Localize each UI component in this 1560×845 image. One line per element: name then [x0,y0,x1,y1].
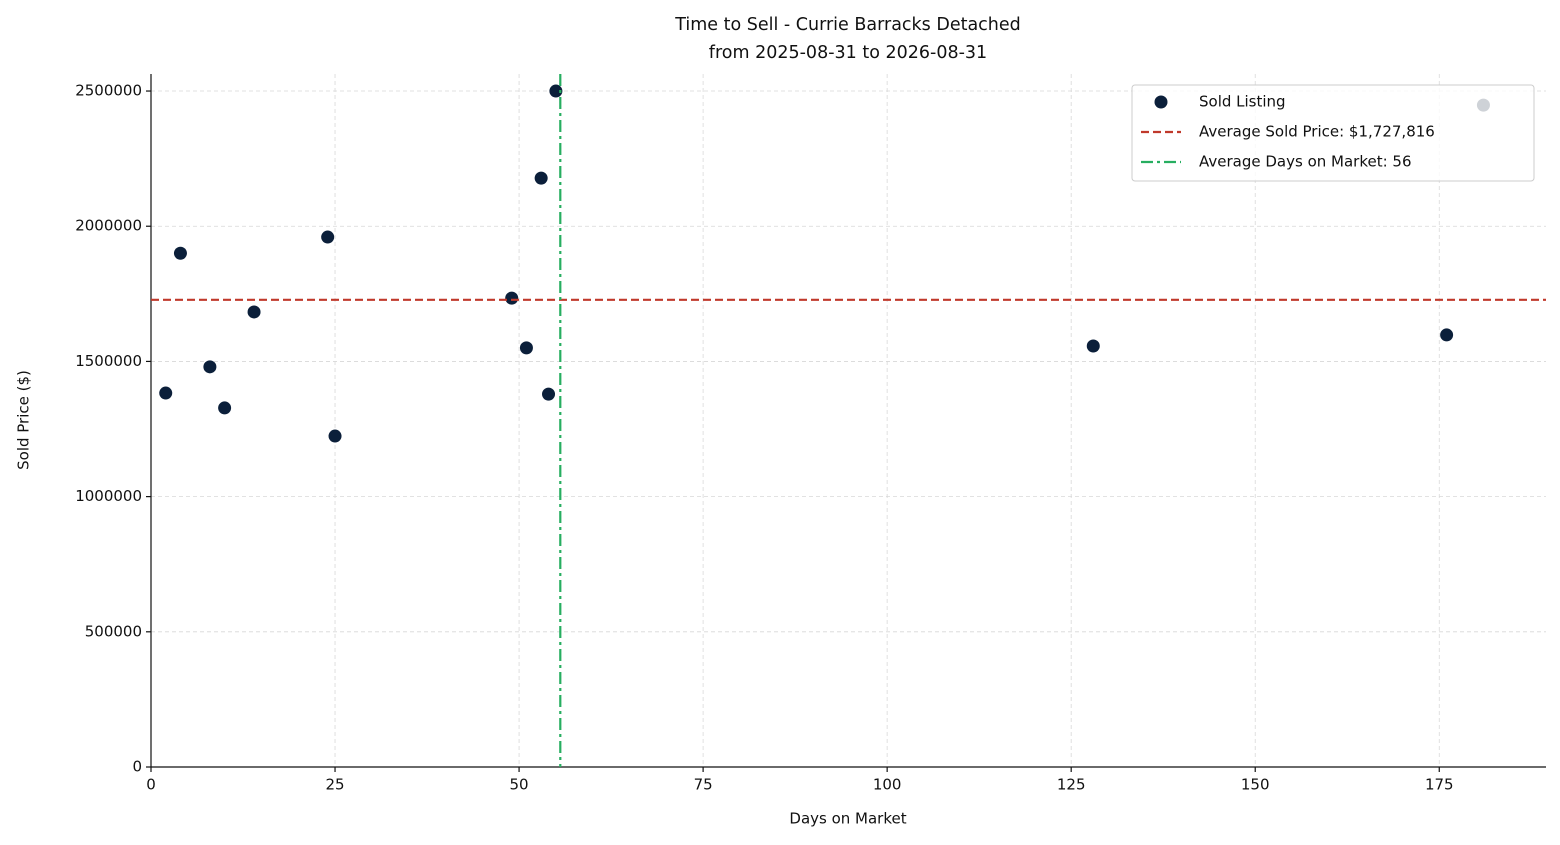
x-tick-label: 75 [694,776,713,794]
legend-label: Average Sold Price: $1,727,816 [1199,123,1435,141]
point [247,305,261,319]
y-tick-label: 500000 [85,622,142,640]
legend-label: Average Days on Market: 56 [1199,153,1412,171]
point [549,84,563,98]
y-tick-label: 1000000 [75,487,142,505]
x-tick-label: 100 [873,776,902,794]
point [328,429,342,443]
x-tick-label: 175 [1425,776,1454,794]
chart-subtitle: from 2025-08-31 to 2026-08-31 [709,43,987,63]
point [1086,339,1100,353]
point [218,401,232,415]
x-tick-label: 125 [1057,776,1086,794]
y-axis-label: Sold Price ($) [15,370,33,470]
point [173,246,187,260]
y-tick-label: 0 [132,758,142,776]
x-axis-label: Days on Market [789,810,906,828]
point [505,291,519,305]
legend-marker [1154,95,1168,109]
point [321,230,335,244]
y-tick-label: 2000000 [75,217,142,235]
point [1440,328,1454,342]
y-tick-label: 1500000 [75,352,142,370]
legend-label: Sold Listing [1199,93,1286,111]
point [203,360,217,374]
x-tick-label: 0 [146,776,156,794]
x-tick-label: 50 [510,776,529,794]
point [519,341,533,355]
point [542,387,556,401]
legend-box [1131,84,1535,182]
y-tick-label: 2500000 [75,82,142,100]
chart-title: Time to Sell - Currie Barracks Detached [674,15,1021,35]
point [534,171,548,185]
x-tick-label: 25 [325,776,344,794]
x-tick-label: 150 [1241,776,1270,794]
point [159,386,173,400]
